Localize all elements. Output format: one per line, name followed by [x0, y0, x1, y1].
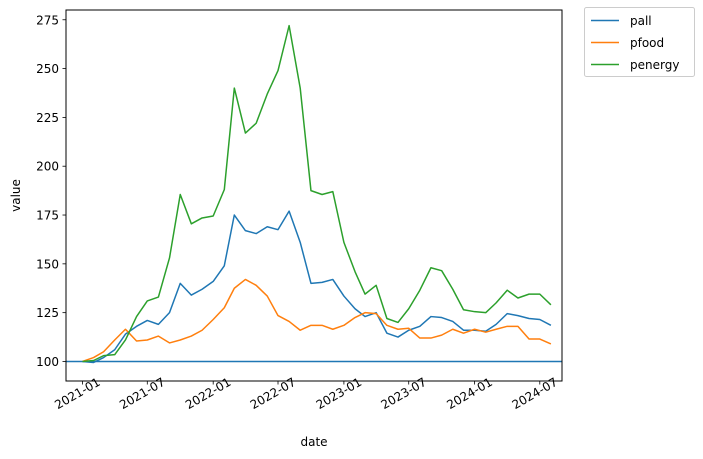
- y-tick-label: 175: [36, 209, 59, 223]
- series-layer: [82, 24, 552, 364]
- legend-label-penergy: penergy: [630, 58, 679, 72]
- legend-frame: [584, 7, 695, 77]
- legend-label-pall: pall: [630, 14, 652, 28]
- series-line-penergy: [82, 24, 552, 363]
- y-tick-label: 125: [36, 306, 59, 320]
- y-tick-label: 150: [36, 257, 59, 271]
- series-line-pfood: [82, 278, 552, 363]
- y-tick-label: 275: [36, 13, 59, 27]
- y-axis-ticks: 100 125 150 175 200 225 250 275: [36, 13, 66, 369]
- y-tick-label: 100: [36, 355, 59, 369]
- plot-area: [66, 10, 562, 381]
- y-tick-label: 250: [36, 62, 59, 76]
- x-axis-label: date: [300, 435, 327, 449]
- legend-items: pall pfood penergy: [591, 14, 679, 72]
- y-tick-label: 225: [36, 111, 59, 125]
- y-tick-label: 200: [36, 160, 59, 174]
- y-axis-label: value: [9, 179, 23, 212]
- legend-label-pfood: pfood: [630, 36, 664, 50]
- plot-frame: [65, 9, 563, 382]
- legend: pall pfood penergy: [584, 7, 695, 77]
